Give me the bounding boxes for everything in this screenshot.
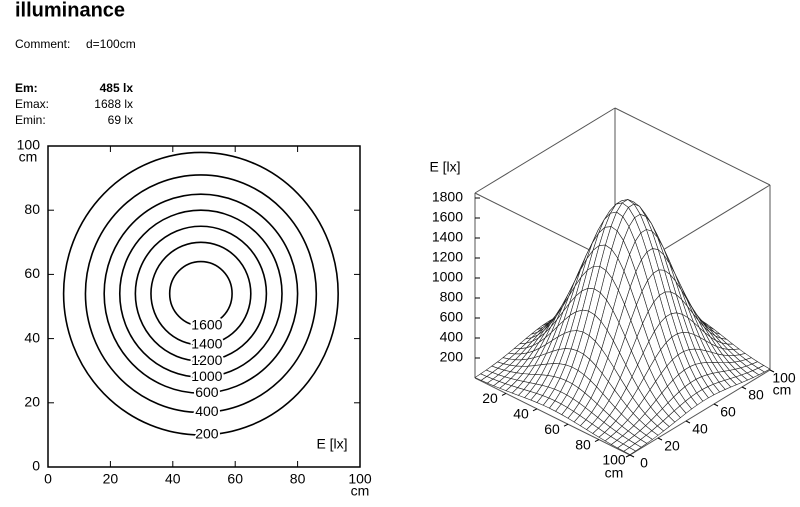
surface [474, 199, 771, 455]
contour-label: 1200 [191, 352, 222, 368]
y-tick-label: 0 [640, 455, 648, 471]
x-tick-label: 20 [103, 471, 119, 487]
x-tick-label: 40 [165, 471, 181, 487]
contour-line [118, 209, 283, 378]
stat-value: 485 lx [100, 81, 134, 95]
y-tick-label: 40 [692, 421, 708, 437]
stat-name: Em: [15, 81, 38, 95]
comment: d=100cm [86, 37, 136, 51]
stat-name: Emin: [15, 113, 46, 127]
contour-label: 1400 [191, 336, 222, 352]
z-tick-label: 600 [440, 309, 464, 325]
z-tick-label: 200 [440, 349, 464, 365]
x-tick [532, 408, 538, 412]
z-tick-label: 400 [440, 329, 464, 345]
contour-label: 1000 [191, 368, 222, 384]
x-tick-label: 100 [348, 471, 372, 487]
x-tick-label: 40 [513, 406, 529, 422]
annotation: E [lx] [316, 436, 347, 452]
stat-name: Emax: [15, 97, 49, 111]
z-tick-label: 1800 [432, 189, 463, 205]
contour-line [103, 193, 299, 394]
title: illuminance [15, 0, 125, 21]
z-label: E [lx] [429, 159, 460, 175]
comment-label: Comment: [15, 37, 70, 51]
stat-value: 1688 lx [94, 97, 133, 111]
contour-label: 600 [195, 384, 219, 400]
x-tick [594, 439, 600, 443]
contour-label: 200 [195, 426, 219, 442]
x-tick [501, 392, 507, 396]
z-tick-label: 1200 [432, 249, 463, 265]
y-tick-label: 100 [772, 370, 796, 386]
x-tick-label: 80 [575, 436, 591, 452]
box-edge [474, 107, 616, 194]
y-tick-label: 0 [32, 458, 40, 474]
box-edge [614, 107, 771, 186]
y-tick-label: 60 [720, 404, 736, 420]
y-tick [769, 369, 775, 373]
x-tick-label: 100 [602, 452, 626, 468]
box-edge [474, 377, 631, 456]
y-tick [629, 454, 635, 458]
x-unit: cm [605, 465, 624, 481]
y-tick-label: 20 [664, 438, 680, 454]
contour-line [84, 174, 318, 414]
y-tick-label: 80 [748, 387, 764, 403]
y-tick-label: 100 [17, 137, 41, 153]
x-tick [563, 423, 569, 427]
x-tick-label: 80 [290, 471, 306, 487]
contour-line [168, 260, 233, 327]
z-tick-label: 1600 [432, 209, 463, 225]
x-tick-label: 20 [482, 390, 498, 406]
y-unit: cm [19, 149, 38, 165]
contour-label: 400 [195, 403, 219, 419]
y-tick [713, 403, 719, 407]
z-tick-label: 1000 [432, 269, 463, 285]
contour-line [62, 151, 339, 436]
z-tick-label: 800 [440, 289, 464, 305]
z-tick-label: 1400 [432, 229, 463, 245]
y-tick-label: 80 [24, 201, 40, 217]
x-tick [625, 454, 631, 458]
surface-cell [623, 447, 637, 455]
y-tick-label: 20 [24, 394, 40, 410]
y-tick [741, 386, 747, 390]
contour-label: 1600 [191, 316, 222, 332]
x-tick-label: 60 [227, 471, 243, 487]
contour-line [134, 225, 268, 362]
x-tick-label: 0 [44, 471, 52, 487]
y-tick-label: 60 [24, 265, 40, 281]
y-tick [685, 420, 691, 424]
x-tick-label: 60 [544, 421, 560, 437]
y-unit: cm [773, 382, 792, 398]
x-unit: cm [351, 483, 370, 499]
y-tick-label: 40 [24, 329, 40, 345]
box-edge [629, 369, 771, 456]
stat-value: 69 lx [108, 113, 133, 127]
contour-line [150, 241, 252, 346]
y-tick [657, 437, 663, 441]
plot-frame [47, 145, 361, 468]
